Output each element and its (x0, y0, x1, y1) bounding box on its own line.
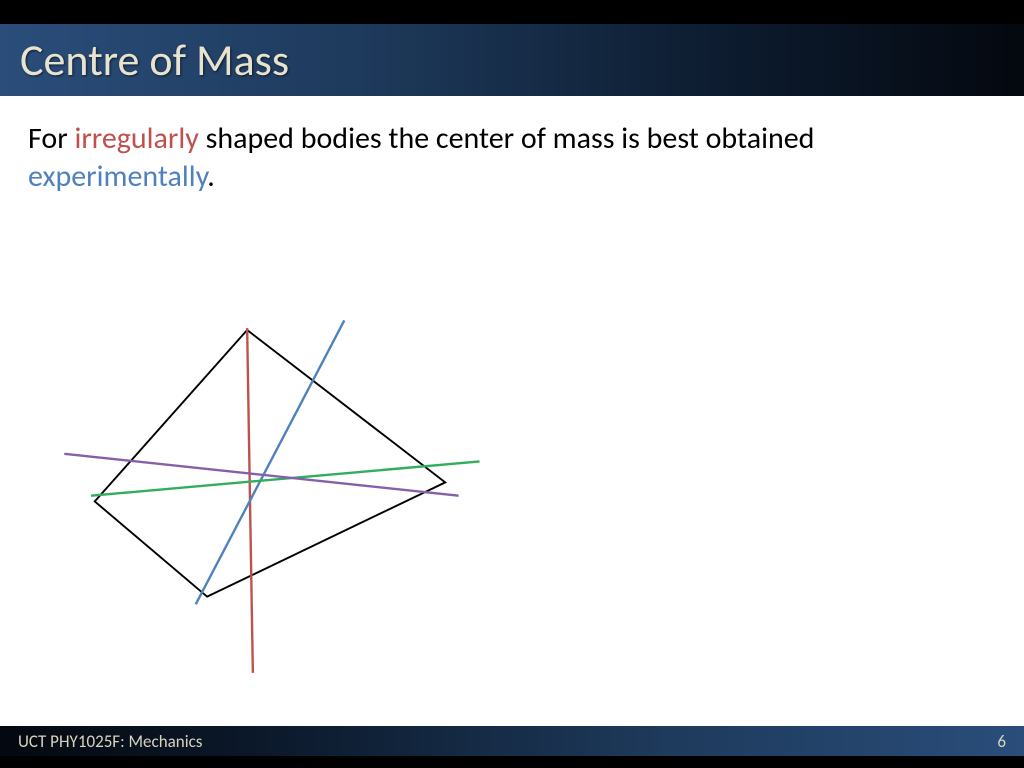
plumb-line-purple (64, 454, 458, 496)
centre-of-mass-diagram (20, 290, 520, 690)
bottom-black-bar (0, 756, 1024, 768)
title-band: Centre of Mass (0, 24, 1024, 96)
body-text-3: shaped bodies the center of mass is best… (199, 120, 815, 157)
body-highlight-irregularly: irregularly (74, 120, 198, 157)
slide-title: Centre of Mass (20, 33, 289, 87)
footer-page-number: 6 (997, 731, 1006, 752)
slide: Centre of Mass For irregularly shaped bo… (0, 0, 1024, 768)
body-text-5: . (207, 158, 215, 195)
footer-band: UCT PHY1025F: Mechanics 6 (0, 726, 1024, 756)
body-highlight-experimentally: experimentally (28, 158, 207, 195)
top-black-bar (0, 0, 1024, 24)
body-text-1: For (28, 120, 74, 157)
footer-course: UCT PHY1025F: Mechanics (18, 731, 202, 752)
body-area: For irregularly shaped bodies the center… (28, 120, 988, 195)
body-paragraph: For irregularly shaped bodies the center… (28, 120, 988, 195)
